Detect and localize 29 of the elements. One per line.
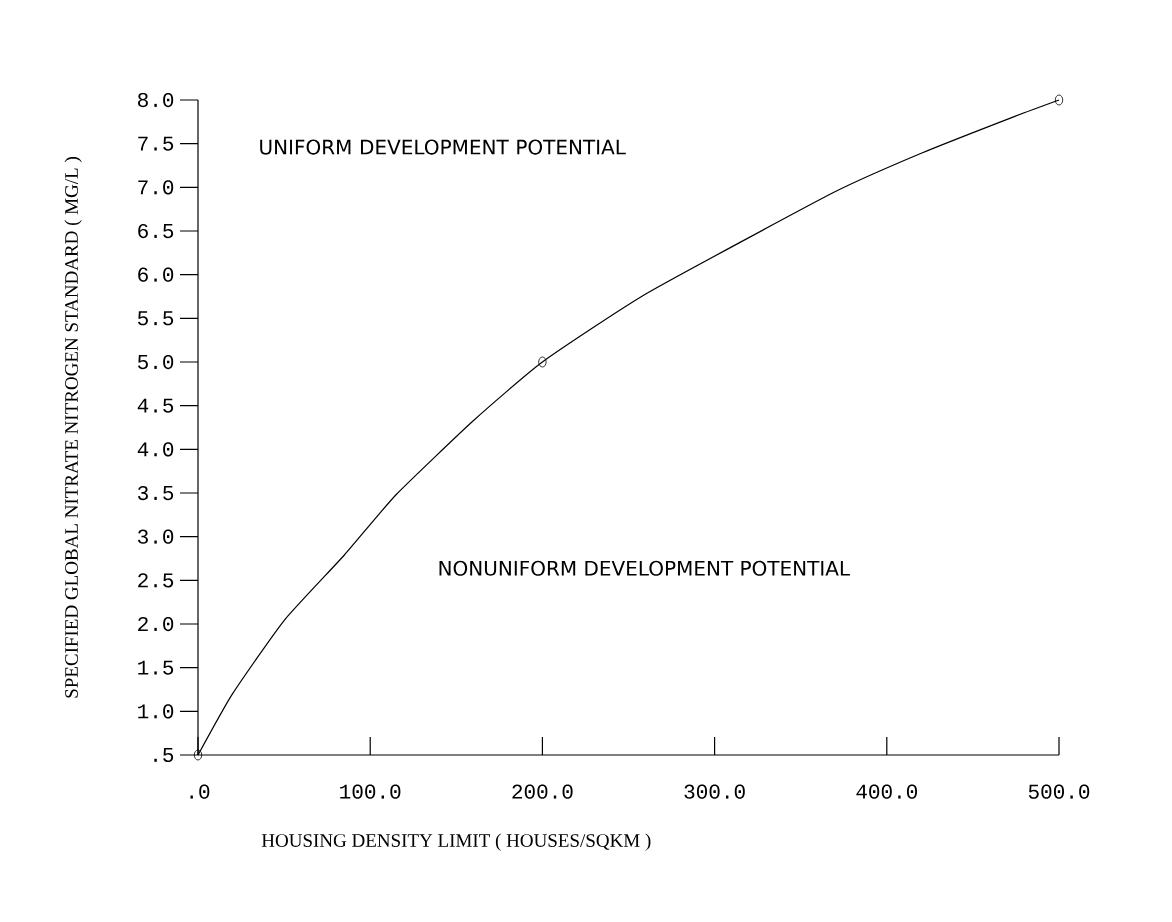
x-axis-title: HOUSING DENSITY LIMIT ( HOUSES/SQKM ) (261, 833, 651, 851)
y-tick-label: 1.5 (138, 660, 174, 675)
y-tick-label: 6.5 (138, 223, 174, 239)
y-tick-label: 5.5 (137, 311, 174, 326)
point (538, 356, 547, 368)
x-tick-label: 100.0 (340, 784, 401, 799)
annotation: NONUNIFORM DEVELOPMENT POTENTIAL (439, 560, 850, 576)
y-axis-title: SPECIFIED GLOBAL NITRATE NITROGEN STANDARD ( MG/L ) (64, 157, 82, 698)
y-tick-label: 2.0 (138, 616, 174, 632)
x-tick-label: 200.0 (512, 784, 573, 799)
y-tick-label: .5 (154, 748, 174, 763)
y-tick-label: 3.5 (137, 485, 174, 501)
y-tick-label: 4.0 (137, 442, 174, 457)
y-tick-label: 2.5 (138, 573, 174, 588)
y-tick-label: 1.0 (138, 704, 174, 719)
y-tick-label: 3.0 (137, 529, 174, 544)
y-tick-label: 8.0 (138, 92, 174, 108)
x-tick-label: .0 (190, 784, 210, 799)
y-tick-label: 6.0 (138, 267, 174, 282)
y-tick-label: 7.0 (138, 180, 174, 195)
y-tick-label: 4.5 (137, 398, 174, 413)
point (1054, 94, 1064, 106)
y-tick-label: 5.0 (137, 354, 174, 370)
point (193, 749, 203, 761)
y-tick-label: 7.5 (138, 136, 174, 151)
x-tick-label: 500.0 (1028, 784, 1090, 799)
x-tick-label: 400.0 (856, 784, 918, 799)
x-tick-label: 300.0 (684, 784, 745, 799)
annotation: UNIFORM DEVELOPMENT POTENTIAL (260, 139, 626, 155)
